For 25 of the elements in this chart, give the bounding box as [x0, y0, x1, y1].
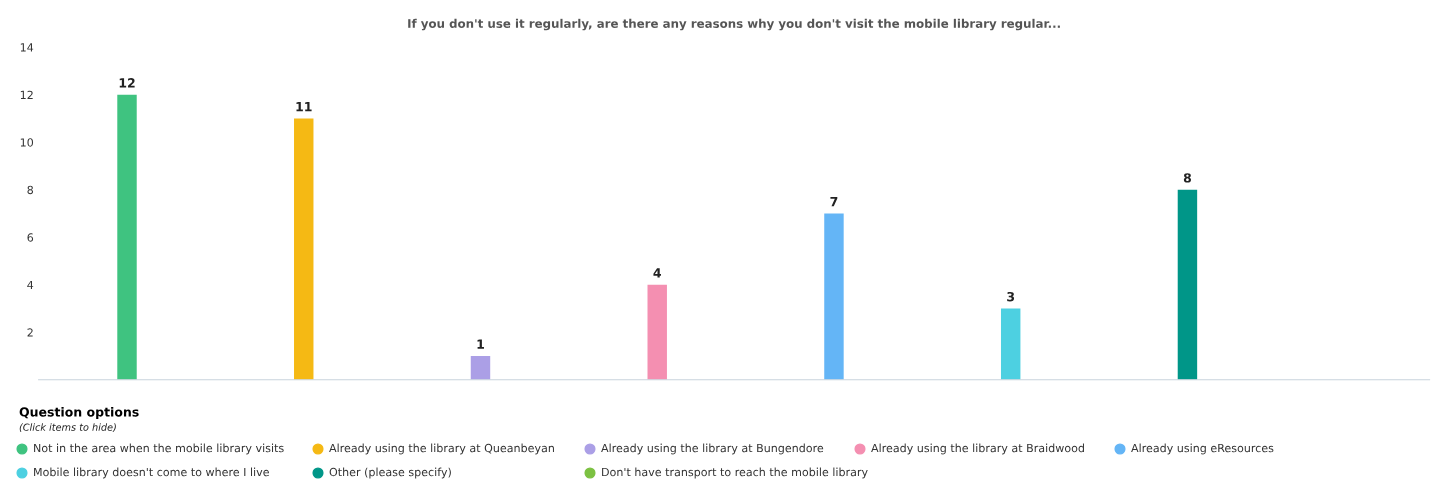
text: (Click items to hide) — [19, 423, 116, 432]
y-tick-label: 4 — [27, 280, 34, 290]
y-tick-label: 6 — [27, 233, 34, 242]
data-label: 12 — [119, 78, 135, 88]
data-label: 4 — [653, 268, 661, 278]
legend-label: Mobile library doesn't come to where I live — [34, 467, 269, 479]
legend-label: Don't have transport to reach the mobile library — [602, 467, 868, 479]
legend-label: Already using the library at Queanbeyan — [329, 443, 554, 455]
data-label: 1 — [477, 339, 484, 349]
legend-label: Not in the area when the mobile library visits — [34, 443, 284, 455]
legend-label: Already using the library at Bungendore — [601, 443, 824, 455]
chart-title: If you don't use it regularly, are there any reasons why you don't visit the mobile library regular... — [408, 18, 1060, 31]
legend-label: Already using eResources — [1131, 443, 1274, 455]
data-label: 11 — [296, 102, 312, 112]
legend-title: Question options — [19, 406, 139, 420]
legend-label: Already using the library at Braidwood — [871, 443, 1084, 455]
y-tick-label: 12 — [20, 90, 33, 99]
legend-label: Other (please specify) — [329, 467, 451, 479]
y-tick-label: 14 — [20, 43, 34, 52]
data-label: 3 — [1007, 291, 1015, 302]
y-tick-label: 2 — [27, 328, 33, 337]
data-label: 8 — [1183, 173, 1192, 183]
y-tick-label: 8 — [27, 185, 34, 195]
data-label: 7 — [830, 197, 838, 207]
y-tick-label: 10 — [20, 138, 34, 147]
